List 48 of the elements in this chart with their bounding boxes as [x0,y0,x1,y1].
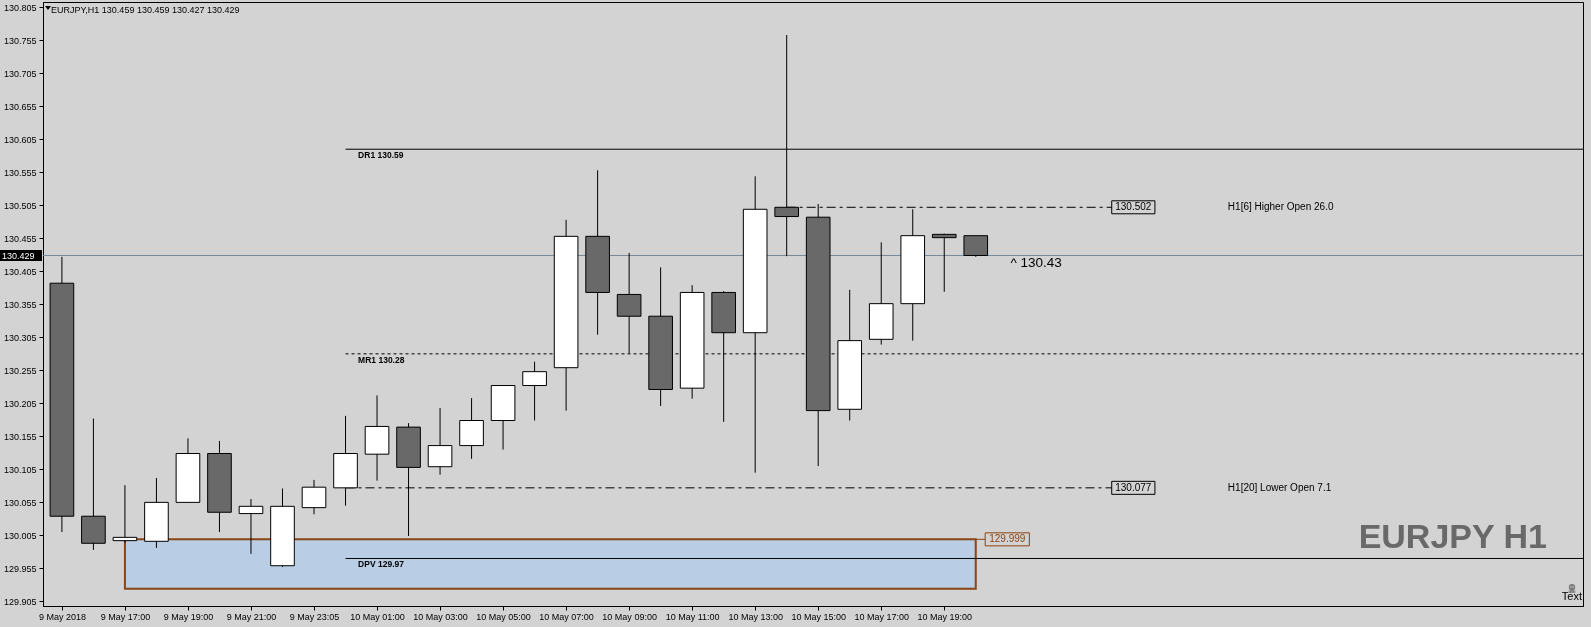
y-tick-label: 130.455 [3,233,37,244]
y-tick-label: 130.605 [3,134,37,145]
ref-line-label: 130.429 [2,250,35,261]
ref-line-label: 130.077 [1115,481,1152,493]
ref-line-label: 130.502 [1115,201,1152,213]
text: Text [1561,590,1582,602]
ref-line-label: MR1 130.28 [358,354,405,365]
x-tick-label: 9 May 17:00 [100,611,151,622]
text: ^ 130.43 [1010,255,1062,271]
y-tick-label: 130.555 [3,167,37,178]
x-tick-label: 10 May 01:00 [350,611,405,622]
x-tick-label: 10 May 07:00 [539,611,594,622]
y-tick-label: 130.105 [3,464,37,475]
x-tick-label: 9 May 21:00 [226,611,277,622]
y-tick-label: 130.405 [3,266,37,277]
y-tick-label: 129.955 [3,563,37,574]
y-tick-label: 129.905 [3,596,37,607]
y-tick-label: 130.505 [3,200,37,211]
x-tick-label: 10 May 03:00 [413,611,468,622]
text: H1[6] Higher Open 26.0 [1227,201,1334,213]
text: H1[20] Lower Open 7.1 [1227,481,1332,493]
y-tick-label: 130.005 [3,530,37,541]
x-tick-label: 9 May 19:00 [163,611,214,622]
y-tick-label: 130.055 [3,497,37,508]
x-tick-label: 10 May 15:00 [791,611,846,622]
y-tick-label: 130.705 [3,68,37,79]
x-tick-label: 10 May 19:00 [917,611,973,622]
chart-title: EURJPY,H1 130.459 130.459 130.427 130.429 [51,5,240,15]
y-tick-label: 130.805 [3,2,37,13]
text: EURJPY H1 [1358,517,1547,555]
y-tick-label: 130.655 [3,101,37,112]
band-label: 129.999 [989,533,1026,545]
ref-line-label: DPV 129.97 [358,559,405,570]
x-tick-label: 10 May 13:00 [728,611,783,622]
y-tick-label: 130.255 [3,365,37,376]
price-tag: 130.429 [0,249,42,261]
y-tick-label: 130.305 [3,332,37,343]
x-tick-label: 9 May 23:05 [289,611,340,622]
x-tick-label: 10 May 11:00 [665,611,720,622]
x-tick-label: 10 May 05:00 [476,611,531,622]
x-tick-label: 10 May 17:00 [854,611,909,622]
y-tick-label: 130.755 [3,35,37,46]
y-tick-label: 130.205 [3,398,37,409]
y-tick-label: 130.355 [3,299,37,310]
x-tick-label: 10 May 09:00 [602,611,657,622]
x-tick-label: 9 May 2018 [38,611,86,622]
y-tick-label: 130.155 [3,431,37,442]
ref-line-label: DR1 130.59 [358,150,404,161]
